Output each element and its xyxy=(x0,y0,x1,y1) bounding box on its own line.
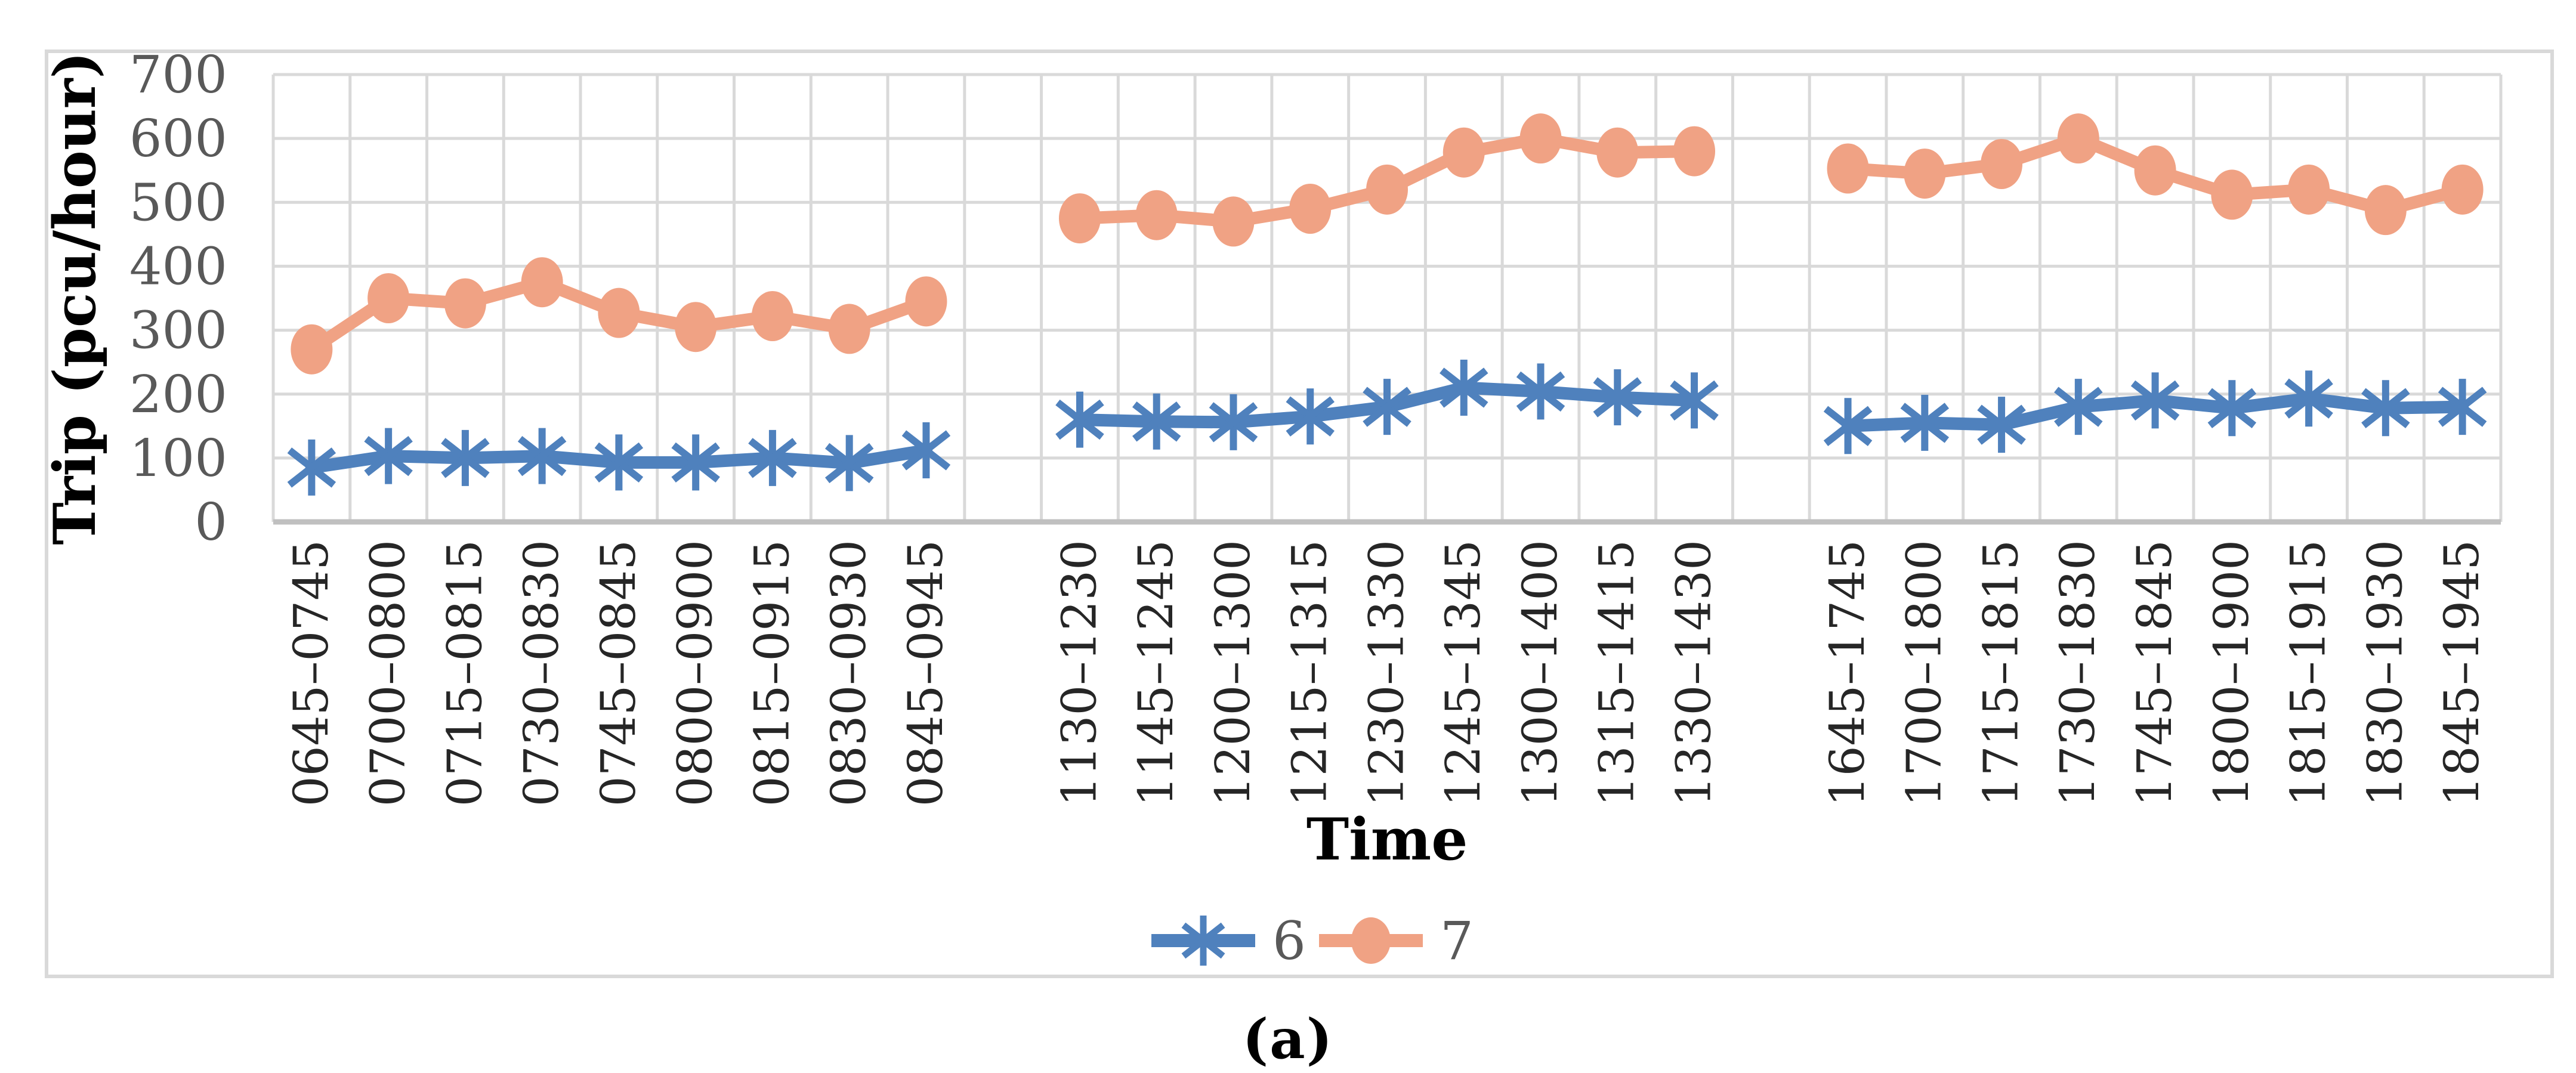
series-7-marker xyxy=(1673,126,1716,177)
x-tick-label: 0830–0930 xyxy=(821,540,876,806)
series-6-marker xyxy=(517,435,567,477)
series-6-marker xyxy=(287,447,336,488)
series-7-marker xyxy=(2057,113,2099,164)
series-6-marker xyxy=(1132,401,1181,442)
x-tick-label: 1200–1300 xyxy=(1205,540,1261,806)
series-6-marker xyxy=(1440,367,1488,408)
y-axis-title: Trip (pcu/hour) xyxy=(48,53,109,545)
series-7-marker xyxy=(1443,127,1485,178)
series-7-marker xyxy=(1827,143,1869,194)
series-7-marker xyxy=(1981,139,2023,189)
x-tick-label: 0800–0900 xyxy=(668,540,723,806)
chart-frame: 0 100 200 300 400 500 600 700 0645–0745 0700–0800… xyxy=(45,50,2554,978)
x-tick-label: 1145–1245 xyxy=(1128,540,1184,806)
series-7-marker xyxy=(1904,149,1946,199)
x-tick-label: 0730–0830 xyxy=(514,540,569,806)
x-tick-label: 1715–1815 xyxy=(1973,540,2028,806)
x-tick-label: 1330–1430 xyxy=(1666,540,1721,806)
y-tick-label: 500 xyxy=(129,173,227,233)
series-6-marker xyxy=(901,430,951,471)
x-tick-label: 1815–1915 xyxy=(2281,540,2336,806)
x-tick-label: 0845–0945 xyxy=(898,540,953,806)
series-6-marker xyxy=(1286,396,1335,437)
series-7-marker xyxy=(598,287,640,338)
series-6-marker xyxy=(1977,404,2026,445)
series-6-marker xyxy=(1900,403,1950,443)
x-tick-label: 1245–1345 xyxy=(1435,540,1491,806)
x-tick-label: 1645–1745 xyxy=(1820,540,1875,806)
series-6-marker xyxy=(1823,406,1873,446)
series-6-marker xyxy=(2207,388,2257,428)
series-6-marker xyxy=(2284,378,2333,419)
series-6-marker xyxy=(1593,377,1642,418)
legend-marker-6 xyxy=(1181,922,1225,959)
x-tick-label: 0700–0800 xyxy=(360,540,416,806)
series-7-marker xyxy=(2134,145,2176,196)
x-tick-label: 1845–1945 xyxy=(2434,540,2489,806)
series-7-marker xyxy=(1135,190,1178,240)
series-6-marker xyxy=(441,438,490,478)
x-tick-label: 1130–1230 xyxy=(1051,540,1107,806)
legend-marker-7 xyxy=(1351,917,1391,964)
series-7-marker xyxy=(444,278,486,329)
series-6-marker xyxy=(364,435,413,477)
y-tick-label: 200 xyxy=(129,365,227,425)
series-7-marker xyxy=(1058,193,1101,244)
series-7-marker xyxy=(1289,184,1332,234)
y-tick-label: 600 xyxy=(129,109,227,169)
x-tick-label: 1745–1845 xyxy=(2127,540,2182,806)
series-7-marker xyxy=(291,324,333,375)
series-6-marker xyxy=(1670,380,1719,421)
y-tick-label: 700 xyxy=(129,53,227,105)
series-6-marker xyxy=(1209,402,1258,443)
x-tick-label: 0715–0815 xyxy=(437,540,492,806)
x-tick-label: 1800–1900 xyxy=(2204,540,2259,806)
series-6-marker xyxy=(2361,388,2410,428)
series-6-marker xyxy=(1055,399,1104,440)
x-tick-label: 0745–0845 xyxy=(591,540,646,806)
series-7-marker xyxy=(1212,196,1255,247)
x-tick-label: 1315–1415 xyxy=(1589,540,1645,806)
x-axis-title: Time xyxy=(1306,806,1468,873)
y-tick-label: 300 xyxy=(129,301,227,361)
y-tick-label: 100 xyxy=(129,429,227,488)
x-tick-label: 1215–1315 xyxy=(1282,540,1338,806)
series-7-marker xyxy=(2288,164,2330,215)
x-tick-label: 1700–1800 xyxy=(1897,540,1952,806)
series-7-marker xyxy=(1366,164,1408,215)
series-7-marker xyxy=(675,302,717,352)
series-7-marker xyxy=(2441,164,2484,215)
series-6-marker xyxy=(594,442,644,483)
series-6-marker xyxy=(1516,371,1565,412)
series-7-marker xyxy=(2211,169,2253,220)
series-7-marker xyxy=(905,276,947,327)
series-6-marker xyxy=(2438,386,2487,427)
series-6-marker xyxy=(824,443,874,484)
x-tick-label: 1730–1830 xyxy=(2050,540,2105,806)
legend-label-6: 6 xyxy=(1272,910,1306,972)
series-7-marker xyxy=(751,291,793,341)
series-6-marker xyxy=(748,438,797,478)
series-6-marker xyxy=(1363,386,1411,427)
series-7-marker xyxy=(367,273,410,323)
series-7-marker xyxy=(828,304,870,354)
x-tick-label: 0645–0745 xyxy=(283,540,339,806)
x-tick-label: 1830–1930 xyxy=(2357,540,2413,806)
series-7-marker xyxy=(1519,113,1562,164)
figure-caption: (a) xyxy=(1242,1007,1334,1071)
series-7-marker xyxy=(521,257,563,308)
y-tick-label: 400 xyxy=(129,237,227,297)
x-tick-label: 0815–0915 xyxy=(744,540,799,806)
x-tick-label: 1300–1400 xyxy=(1512,540,1568,806)
y-tick-label: 0 xyxy=(194,493,227,552)
series-7-marker xyxy=(2364,185,2407,236)
series-6-marker xyxy=(2054,386,2103,427)
legend-label-7: 7 xyxy=(1440,910,1474,972)
series-6-marker xyxy=(671,442,720,483)
series-6-marker xyxy=(2130,380,2180,421)
series-7-marker xyxy=(1596,127,1639,178)
x-tick-label: 1230–1330 xyxy=(1358,540,1414,806)
